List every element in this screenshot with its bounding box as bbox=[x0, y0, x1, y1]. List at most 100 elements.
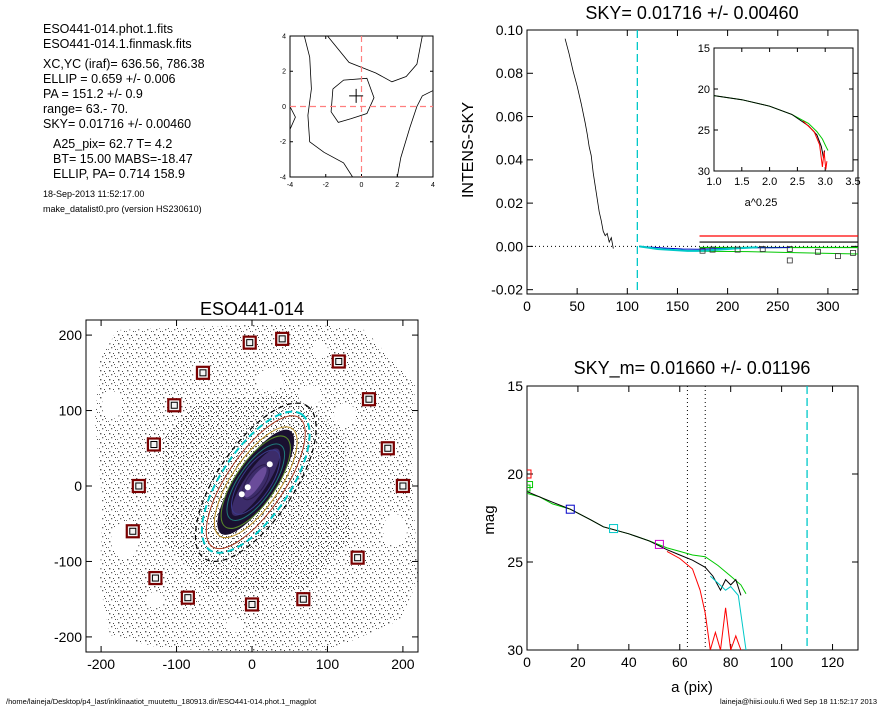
y-tick-label: 20 bbox=[698, 84, 710, 96]
x-tick-label: 100 bbox=[316, 656, 340, 672]
sky-square-marker bbox=[786, 257, 793, 264]
y-tick-label: 0.06 bbox=[496, 108, 523, 124]
contour-line bbox=[396, 90, 433, 177]
info-range: range= 63.- 70. bbox=[43, 102, 129, 116]
y-tick-label: -100 bbox=[54, 553, 82, 569]
sky-box-inner bbox=[151, 574, 159, 582]
sky-box-marker bbox=[380, 441, 395, 456]
sky-inset-plot: a^0.25 1.0 1.5 2.0 2.5 3.0 3.5 15 20 25 30 bbox=[698, 43, 861, 209]
x-tick-label: 60 bbox=[672, 654, 688, 670]
x-tick-label: 200 bbox=[716, 298, 740, 314]
y-tick-label: 0.00 bbox=[496, 238, 523, 254]
mag-square-marker bbox=[565, 504, 575, 514]
y-tick-label: 15 bbox=[507, 378, 523, 394]
sky-profile-cyan bbox=[639, 245, 758, 252]
mag-square-marker bbox=[654, 539, 664, 549]
x-tick-label: 0 bbox=[523, 654, 531, 670]
isophote-ellipse bbox=[213, 426, 298, 539]
sky-box-inner bbox=[335, 358, 343, 365]
sky-box-marker bbox=[180, 590, 195, 605]
outer-ellipse bbox=[194, 402, 317, 563]
sky-profile-plot: SKY= 0.01716 +/- 0.00460 INTENS-SKY 0 50 1… bbox=[460, 3, 861, 314]
mag-square-marker bbox=[527, 469, 532, 479]
x-tick-label: 300 bbox=[816, 298, 840, 314]
info-sky: SKY= 0.01716 +/- 0.00460 bbox=[43, 117, 192, 131]
contour-line bbox=[327, 36, 423, 83]
x-tick-label: -100 bbox=[163, 656, 191, 672]
x-tick-label: 1.0 bbox=[706, 176, 721, 188]
sky-box-marker bbox=[395, 478, 411, 494]
sky-profile-green-low bbox=[699, 250, 858, 255]
contour-line bbox=[303, 36, 353, 177]
sky-box-inner bbox=[278, 335, 286, 343]
sky-box-marker bbox=[361, 392, 377, 407]
mag-green-mark bbox=[527, 481, 534, 489]
y-tick-label: -0.02 bbox=[491, 282, 523, 298]
center-contour-plot: -4 -2 0 2 4 -4 -2 0 2 4 bbox=[280, 33, 435, 189]
galaxy-image-plot: ESO441-014 -200 -100 0 100 200 -200 -100 0 100 20… bbox=[54, 299, 419, 672]
x-tick-label: -2 bbox=[323, 182, 329, 189]
sky-box-marker bbox=[350, 550, 365, 565]
sky-square-marker bbox=[699, 247, 706, 254]
footer-path: /home/laineja/Desktop/p4_last/inklinaati… bbox=[6, 697, 317, 706]
mag-plot-title: SKY_m= 0.01660 +/- 0.01196 bbox=[574, 358, 811, 379]
sky-plot-ylabel: INTENS-SKY bbox=[460, 102, 477, 198]
sky-profile-blue bbox=[639, 245, 790, 250]
y-tick-label: 100 bbox=[59, 402, 83, 418]
sky-box-inner bbox=[299, 595, 307, 603]
x-tick-label: 40 bbox=[621, 654, 637, 670]
y-tick-label: 200 bbox=[59, 327, 83, 343]
sky-box-inner bbox=[399, 482, 407, 490]
sky-ellipse bbox=[200, 410, 311, 554]
x-tick-label: 250 bbox=[766, 298, 790, 314]
sky-box-inner bbox=[129, 527, 137, 535]
info-pa: PA = 151.2 +/- 0.9 bbox=[43, 87, 143, 101]
x-tick-label: 50 bbox=[569, 298, 585, 314]
sky-box-marker bbox=[148, 570, 163, 586]
x-tick-label: 4 bbox=[431, 182, 435, 189]
x-tick-label: 100 bbox=[616, 298, 640, 314]
sky-square-marker bbox=[734, 246, 741, 253]
isophote-ellipse bbox=[226, 443, 286, 521]
x-tick-label: 2 bbox=[395, 182, 399, 189]
info-date: 18-Sep-2013 11:52:17.00 bbox=[43, 189, 145, 199]
y-tick-label: 4 bbox=[282, 33, 286, 40]
sky-square-marker bbox=[759, 246, 766, 252]
x-tick-label: 3.0 bbox=[818, 176, 833, 188]
sky-box-inner bbox=[248, 600, 256, 608]
x-tick-label: 20 bbox=[570, 654, 586, 670]
info-ellip-pa: ELLIP, PA= 0.714 158.9 bbox=[53, 167, 185, 181]
contour-line bbox=[330, 77, 375, 123]
masked-star bbox=[244, 484, 251, 491]
sky-box-marker bbox=[125, 524, 140, 539]
sky-square-marker bbox=[850, 249, 856, 256]
sky-box-inner bbox=[135, 482, 143, 490]
x-tick-label: 80 bbox=[723, 654, 739, 670]
sky-box-inner bbox=[150, 441, 158, 448]
inset-series-line bbox=[802, 120, 828, 170]
isophote-ellipse bbox=[220, 435, 291, 529]
y-tick-label: 0 bbox=[74, 478, 82, 494]
info-file1: ESO441-014.phot.1.fits bbox=[43, 22, 173, 36]
masked-star bbox=[238, 491, 245, 498]
info-file2: ESO441-014.1.finmask.fits bbox=[43, 37, 192, 51]
info-ellip: ELLIP = 0.659 +/- 0.006 bbox=[43, 72, 176, 86]
mag-square-marker bbox=[609, 524, 619, 534]
info-bt: BT= 15.00 MABS=-18.47 bbox=[53, 152, 193, 166]
mag-series-line bbox=[666, 550, 742, 650]
masked-star bbox=[266, 461, 273, 468]
y-tick-label: 0.10 bbox=[496, 22, 523, 38]
y-tick-label: 0.04 bbox=[496, 152, 523, 168]
center-marker bbox=[349, 88, 364, 103]
sky-box-marker bbox=[195, 365, 211, 380]
sky-box-marker bbox=[167, 398, 182, 413]
mag-series-line bbox=[527, 491, 742, 596]
inset-xlabel: a^0.25 bbox=[745, 197, 778, 209]
y-tick-label: 0.02 bbox=[496, 195, 523, 211]
galaxy-image-title: ESO441-014 bbox=[200, 299, 304, 319]
info-program: make_datalist0.pro (version HS230610) bbox=[43, 204, 202, 214]
sky-box-marker bbox=[146, 437, 162, 452]
info-a25: A25_pix= 62.7 T= 4.2 bbox=[53, 137, 173, 151]
isophote-ellipse bbox=[231, 449, 281, 515]
